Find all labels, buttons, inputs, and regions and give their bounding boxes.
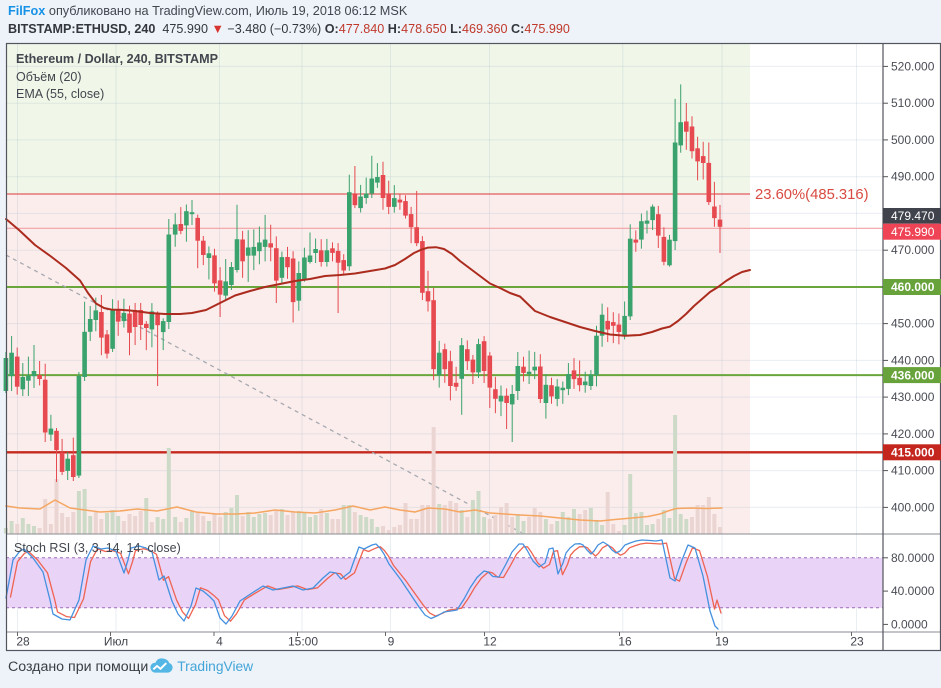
svg-text:440.000: 440.000 bbox=[891, 353, 935, 367]
svg-text:415.000: 415.000 bbox=[891, 446, 935, 460]
svg-text:15:00: 15:00 bbox=[288, 635, 318, 649]
svg-text:500.000: 500.000 bbox=[891, 133, 935, 147]
svg-text:490.000: 490.000 bbox=[891, 170, 935, 184]
svg-text:510.000: 510.000 bbox=[891, 96, 935, 110]
svg-text:520.000: 520.000 bbox=[891, 59, 935, 73]
svg-text:23.60%(485.316): 23.60%(485.316) bbox=[755, 187, 869, 203]
svg-text:Июл: Июл bbox=[104, 635, 128, 649]
svg-text:0.0000: 0.0000 bbox=[891, 617, 928, 631]
svg-text:80.0000: 80.0000 bbox=[891, 551, 935, 565]
svg-text:40.0000: 40.0000 bbox=[891, 584, 935, 598]
svg-text:12: 12 bbox=[483, 635, 497, 649]
svg-text:400.000: 400.000 bbox=[891, 500, 935, 514]
svg-text:Stoch RSI (3, 3, 14, 14, close: Stoch RSI (3, 3, 14, 14, close) bbox=[14, 541, 181, 555]
svg-text:410.000: 410.000 bbox=[891, 464, 935, 478]
svg-text:23: 23 bbox=[850, 635, 864, 649]
svg-text:Объём (20): Объём (20) bbox=[16, 70, 82, 84]
svg-text:4: 4 bbox=[216, 635, 223, 649]
svg-text:28: 28 bbox=[16, 635, 30, 649]
svg-text:9: 9 bbox=[388, 635, 395, 649]
svg-text:450.000: 450.000 bbox=[891, 317, 935, 331]
svg-text:EMA (55, close): EMA (55, close) bbox=[16, 87, 104, 101]
svg-text:Ethereum / Dollar, 240, BITSTA: Ethereum / Dollar, 240, BITSTAMP bbox=[16, 52, 218, 66]
svg-text:430.000: 430.000 bbox=[891, 390, 935, 404]
svg-text:475.990: 475.990 bbox=[891, 225, 935, 239]
svg-text:470.000: 470.000 bbox=[891, 243, 935, 257]
svg-text:16: 16 bbox=[618, 635, 632, 649]
svg-text:436.000: 436.000 bbox=[891, 368, 935, 382]
svg-text:19: 19 bbox=[715, 635, 729, 649]
svg-text:479.470: 479.470 bbox=[891, 209, 935, 223]
svg-text:420.000: 420.000 bbox=[891, 427, 935, 441]
svg-text:460.000: 460.000 bbox=[891, 280, 935, 294]
